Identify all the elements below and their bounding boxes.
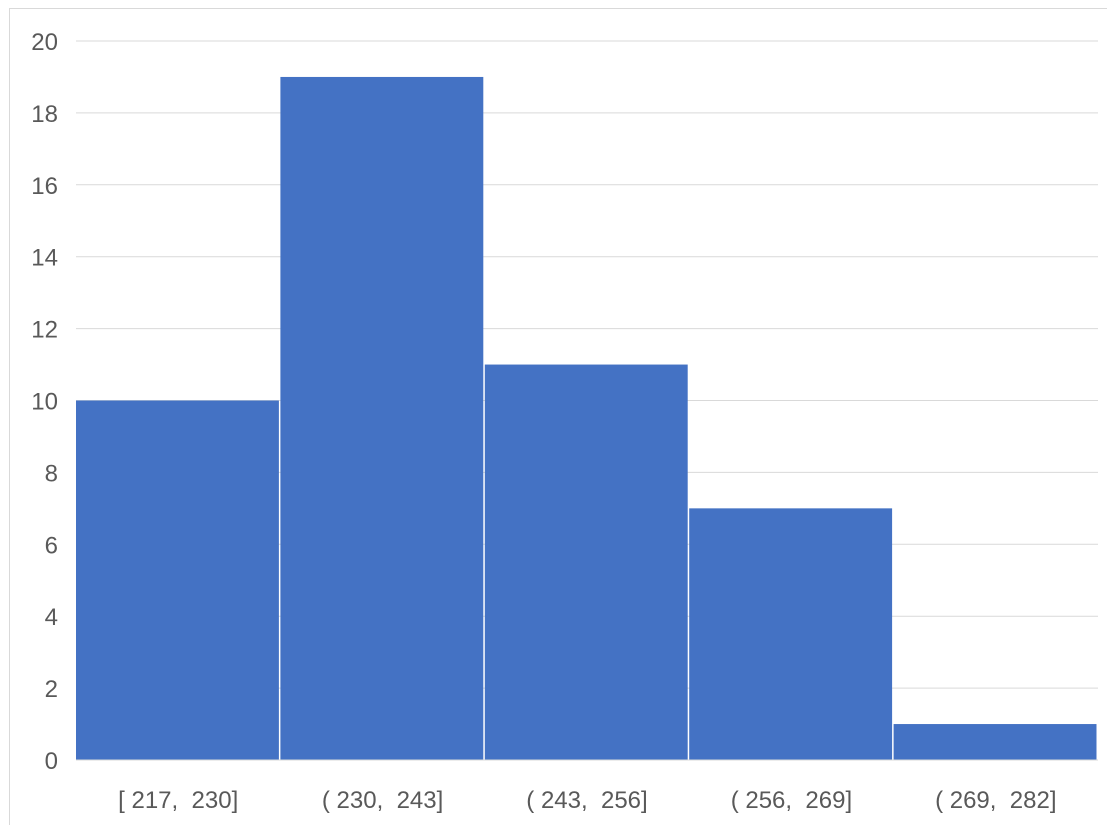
y-tick-label: 0: [45, 748, 58, 775]
bar: [484, 364, 688, 760]
bar: [76, 400, 279, 760]
y-axis-tick-labels: 0 2 4 6 8 10 12 14 16 18 20: [31, 29, 58, 775]
chart-frame: [9, 8, 1107, 825]
y-tick-label: 6: [45, 532, 58, 559]
x-tick-label: ( 230, 243]: [322, 787, 443, 814]
y-tick-label: 4: [45, 604, 58, 631]
y-tick-label: 14: [31, 245, 58, 272]
bar: [689, 508, 893, 760]
bars: [76, 76, 1097, 760]
bar: [280, 76, 484, 760]
y-tick-label: 16: [31, 173, 58, 200]
y-tick-label: 10: [31, 389, 58, 416]
y-tick-label: 8: [45, 460, 58, 487]
x-tick-label: ( 243, 256]: [526, 787, 647, 814]
x-tick-label: [ 217, 230]: [118, 787, 238, 814]
y-tick-label: 20: [31, 29, 58, 56]
x-axis-tick-labels: [ 217, 230] ( 230, 243] ( 243, 256] ( 256, …: [118, 787, 1056, 814]
y-tick-label: 2: [45, 676, 58, 703]
x-tick-label: ( 256, 269]: [731, 787, 852, 814]
bar: [893, 724, 1097, 760]
x-tick-label: ( 269, 282]: [935, 787, 1056, 814]
y-tick-label: 12: [31, 317, 58, 344]
y-tick-label: 18: [31, 101, 58, 128]
